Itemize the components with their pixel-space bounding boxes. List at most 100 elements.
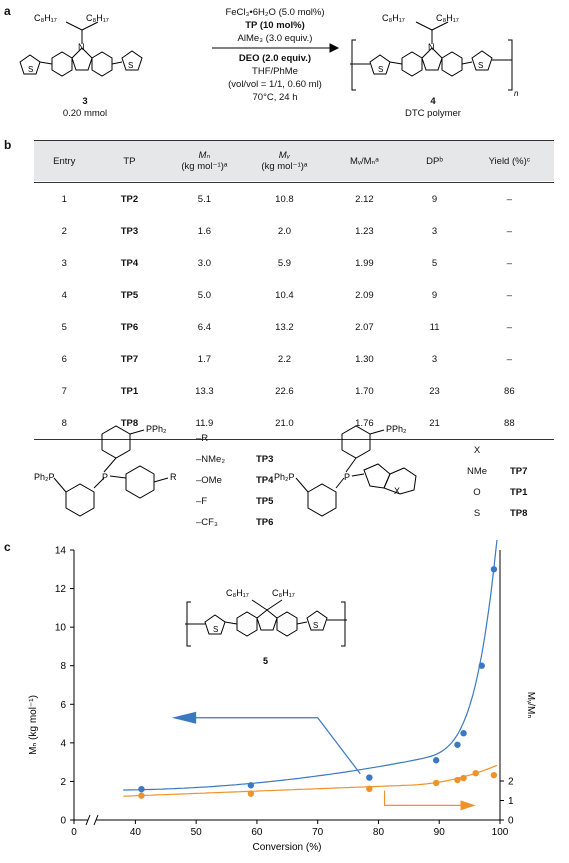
header-ratio: Mᵥ/Mₙᵃ xyxy=(324,140,405,183)
ligand-id-2: TP4 xyxy=(256,475,274,486)
ligand-sub-0: –R xyxy=(196,433,209,444)
table-row: 4 TP5 5.0 10.4 2.09 9 – xyxy=(34,279,554,311)
cell-ratio: 1.76 xyxy=(324,407,405,440)
header-mw-symbol: Mᵥ xyxy=(278,150,291,161)
cell-tp: TP1 xyxy=(120,385,139,397)
header-tp: TP xyxy=(94,140,165,183)
dispersity-data-point xyxy=(366,785,373,792)
panel-a-label: a xyxy=(4,4,11,18)
ligand-left-substituents: –R –NMe₂ –OMe –F –CF₃ xyxy=(196,428,225,533)
ligand-sub-2: –OMe xyxy=(196,475,222,486)
x-tick-label: 40 xyxy=(130,827,142,838)
ligand-sub-4: –CF₃ xyxy=(196,517,218,528)
y-tick-label: 4 xyxy=(60,738,66,749)
y2-tick-label: 1 xyxy=(508,796,514,807)
cell-tp: TP2 xyxy=(120,193,139,205)
ligand-left-ids: TP3 TP4 TP5 TP6 xyxy=(256,428,273,533)
reactant-sub-right: C₈H₁₇ xyxy=(86,13,109,23)
cell-mw: 5.9 xyxy=(277,257,292,269)
product-n: N xyxy=(428,42,435,52)
cell-entry: 3 xyxy=(61,257,67,269)
dispersity-data-point xyxy=(454,776,461,784)
cell-ratio: 1.23 xyxy=(355,225,374,237)
right-arrow-line xyxy=(383,790,464,806)
ligand-left-r: R xyxy=(170,472,177,482)
ligand-left-ph2p: Ph₂P xyxy=(34,472,55,482)
cell-mn: 5.0 xyxy=(197,289,212,301)
cell-dp: 21 xyxy=(404,407,465,440)
x-tick-label: 50 xyxy=(191,827,203,838)
cell-dp: 9 xyxy=(431,289,438,301)
y-tick-label: 6 xyxy=(60,700,66,711)
table-row: 8 TP8 11.9 21.0 1.76 21 88 xyxy=(34,407,554,440)
left-arrow-head xyxy=(171,711,197,724)
dispersity-data-point xyxy=(138,792,145,799)
ligand-left-ring-top xyxy=(101,425,131,459)
reactant-sub-left: C₈H₁₇ xyxy=(34,13,57,23)
cell-dp: 9 xyxy=(431,193,438,205)
cell-yield: – xyxy=(506,257,512,269)
mn-data-point xyxy=(460,730,467,737)
x-tick-label: 0 xyxy=(71,827,77,838)
cell-yield: 88 xyxy=(464,407,554,440)
table-row: 7 TP1 13.3 22.6 1.70 23 86 xyxy=(34,375,554,407)
condition-2: TP (10 mol%) xyxy=(245,20,305,31)
cell-ratio: 1.30 xyxy=(355,353,374,365)
cell-tp: TP6 xyxy=(120,321,139,333)
cell-yield: – xyxy=(506,321,512,333)
conditions-bottom: DEO (2.0 equiv.) THF/PhMe (vol/vol = 1/1… xyxy=(200,52,350,104)
ligand-right-x-values: X NMe O S xyxy=(462,440,492,524)
mn-data-point xyxy=(490,566,498,573)
y-tick-label: 14 xyxy=(55,546,67,557)
mn-data-point xyxy=(247,782,255,789)
cell-ratio: 2.12 xyxy=(355,193,374,205)
condition-7: 70°C, 24 h xyxy=(252,92,298,103)
cell-dp: 5 xyxy=(431,257,438,269)
cell-entry: 5 xyxy=(61,321,67,333)
y-axis-title-left: Mₙ (kg mol⁻¹) xyxy=(28,695,39,755)
header-yield: Yield (%)ᶜ xyxy=(464,140,554,183)
reactant-benzene-left xyxy=(51,51,73,77)
ligand-right-pph2: PPh₂ xyxy=(386,424,407,434)
ligand-x-1: O xyxy=(473,487,481,498)
mn-data-point xyxy=(366,774,373,781)
cell-entry: 4 xyxy=(61,289,67,301)
table-row: 1 TP2 5.1 10.8 2.12 9 – xyxy=(34,183,554,216)
cell-mw: 2.0 xyxy=(277,225,292,237)
ligand-structures: PPh₂ Ph₂P P R PPh₂ Ph₂P P X xyxy=(34,424,417,517)
cell-entry: 7 xyxy=(61,385,67,397)
cell-mw: 21.0 xyxy=(244,407,325,440)
cell-tp: TP5 xyxy=(120,289,139,301)
reactant-id: 3 xyxy=(82,96,88,107)
dispersity-data-point xyxy=(472,770,479,777)
structure-5-sub-left: C₈H₁₇ xyxy=(226,588,249,598)
cell-yield: – xyxy=(506,225,512,237)
reactant-s-left: S xyxy=(28,65,33,74)
cell-mn: 5.1 xyxy=(197,193,212,205)
panel-c-label: c xyxy=(4,540,11,554)
condition-5: THF/PhMe xyxy=(252,66,298,77)
dispersity-data-point xyxy=(460,774,467,782)
structure-5-s-left: S xyxy=(213,625,218,634)
table-header-row: Entry TP Mₙ (kg mol⁻¹)ᵃ Mᵥ (kg mol⁻¹)ᵃ M… xyxy=(34,140,554,183)
ligand-left-ring-aryl xyxy=(125,465,155,499)
reactant-amount: 0.20 mmol xyxy=(62,108,108,119)
header-mn: Mₙ (kg mol⁻¹)ᵃ xyxy=(164,140,245,183)
cell-mw: 10.8 xyxy=(275,193,294,205)
cell-ratio: 1.70 xyxy=(355,385,374,397)
table-row: 5 TP6 6.4 13.2 2.07 11 – xyxy=(34,311,554,343)
y-tick-label: 10 xyxy=(55,623,67,634)
ligand-x-header: X xyxy=(473,445,481,456)
x-tick-label: 70 xyxy=(312,827,324,838)
cell-yield: – xyxy=(506,193,512,205)
header-mw-unit: (kg mol⁻¹)ᵃ xyxy=(261,161,308,172)
cell-entry: 6 xyxy=(61,353,67,365)
header-mw: Mᵥ (kg mol⁻¹)ᵃ xyxy=(244,140,325,183)
cell-mw: 22.6 xyxy=(275,385,294,397)
header-entry: Entry xyxy=(34,140,95,183)
cell-mn: 11.9 xyxy=(164,407,245,440)
cell-mn: 13.3 xyxy=(195,385,214,397)
cell-yield: – xyxy=(506,353,512,365)
mn-trend-line xyxy=(123,540,498,791)
left-arrow-line xyxy=(184,717,361,775)
